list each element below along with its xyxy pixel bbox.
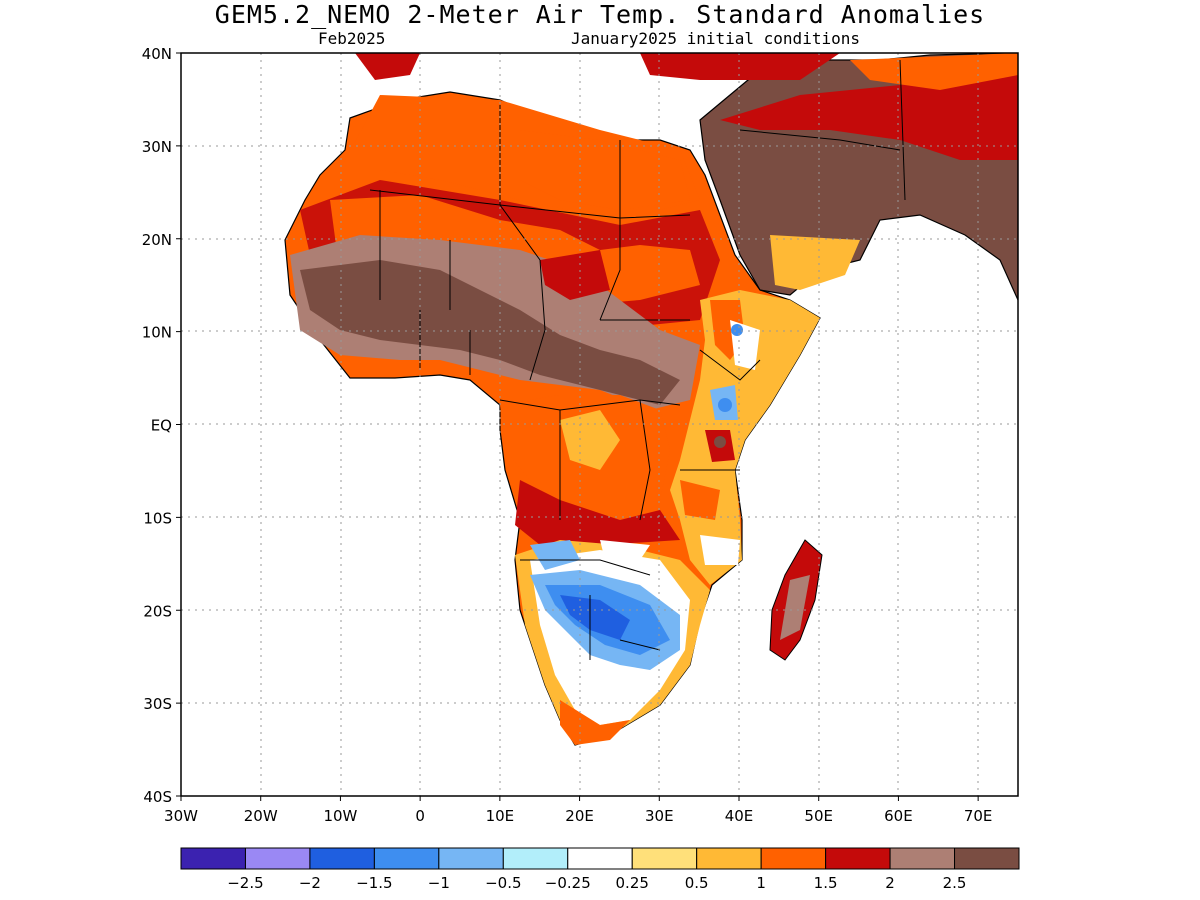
colorbar-label: 2: [885, 874, 895, 892]
colorbar-swatch: [309, 847, 375, 870]
colorbar-label: −0.25: [545, 874, 591, 892]
lat-tick-label: 20N: [142, 231, 172, 249]
lat-tick-label: 10N: [142, 324, 172, 342]
colorbar-swatch: [760, 847, 827, 870]
colorbar-swatch: [696, 847, 762, 870]
colorbar-label: 0.25: [616, 874, 649, 892]
lon-tick-label: 50E: [804, 807, 833, 825]
colorbar-swatch: [244, 847, 311, 870]
lat-tick-label: 30N: [142, 138, 172, 156]
lon-tick-label: 20W: [244, 807, 278, 825]
colorbar-swatch: [631, 847, 698, 870]
colorbar-label: 2.5: [943, 874, 967, 892]
colorbar-label: 0.5: [685, 874, 709, 892]
colorbar-swatch: [373, 847, 440, 870]
lon-tick-label: 20E: [565, 807, 594, 825]
graticule: [181, 53, 1018, 796]
colorbar-label: 1: [756, 874, 766, 892]
colorbar-swatch: [438, 847, 504, 870]
colorbar-swatch: [889, 847, 956, 870]
lon-tick-label: 10E: [486, 807, 515, 825]
colorbar-swatch: [825, 847, 891, 870]
lon-tick-label: 70E: [964, 807, 993, 825]
colorbar-label: −2: [299, 874, 321, 892]
lat-tick-label: 10S: [143, 509, 172, 527]
lat-tick-label: 20S: [143, 602, 172, 620]
lat-tick-label: 40N: [142, 45, 172, 63]
lon-tick-label: 0: [415, 807, 425, 825]
colorbar-label: −2.5: [227, 874, 263, 892]
colorbar: [180, 847, 1020, 870]
colorbar-swatch: [954, 847, 1020, 870]
lat-tick-label: 40S: [143, 788, 172, 806]
colorbar-swatch: [180, 847, 246, 870]
map-canvas: [284, 53, 1018, 746]
lon-tick-label: 30E: [645, 807, 674, 825]
colorbar-label: −1: [428, 874, 450, 892]
lon-tick-label: 60E: [884, 807, 913, 825]
colorbar-label: 1.5: [814, 874, 838, 892]
colorbar-label: −1.5: [356, 874, 392, 892]
initial-conditions: January2025 initial conditions: [571, 29, 860, 48]
map-title: GEM5.2_NEMO 2-Meter Air Temp. Standard A…: [214, 0, 986, 29]
colorbar-swatch: [567, 847, 633, 870]
colorbar-label: −0.5: [485, 874, 521, 892]
forecast-month: Feb2025: [318, 29, 386, 48]
lat-tick-label: EQ: [151, 417, 172, 435]
lat-tick-label: 30S: [143, 695, 172, 713]
colorbar-swatch: [502, 847, 569, 870]
lon-tick-label: 10W: [323, 807, 357, 825]
lon-tick-label: 40E: [725, 807, 754, 825]
lon-tick-label: 30W: [164, 807, 198, 825]
